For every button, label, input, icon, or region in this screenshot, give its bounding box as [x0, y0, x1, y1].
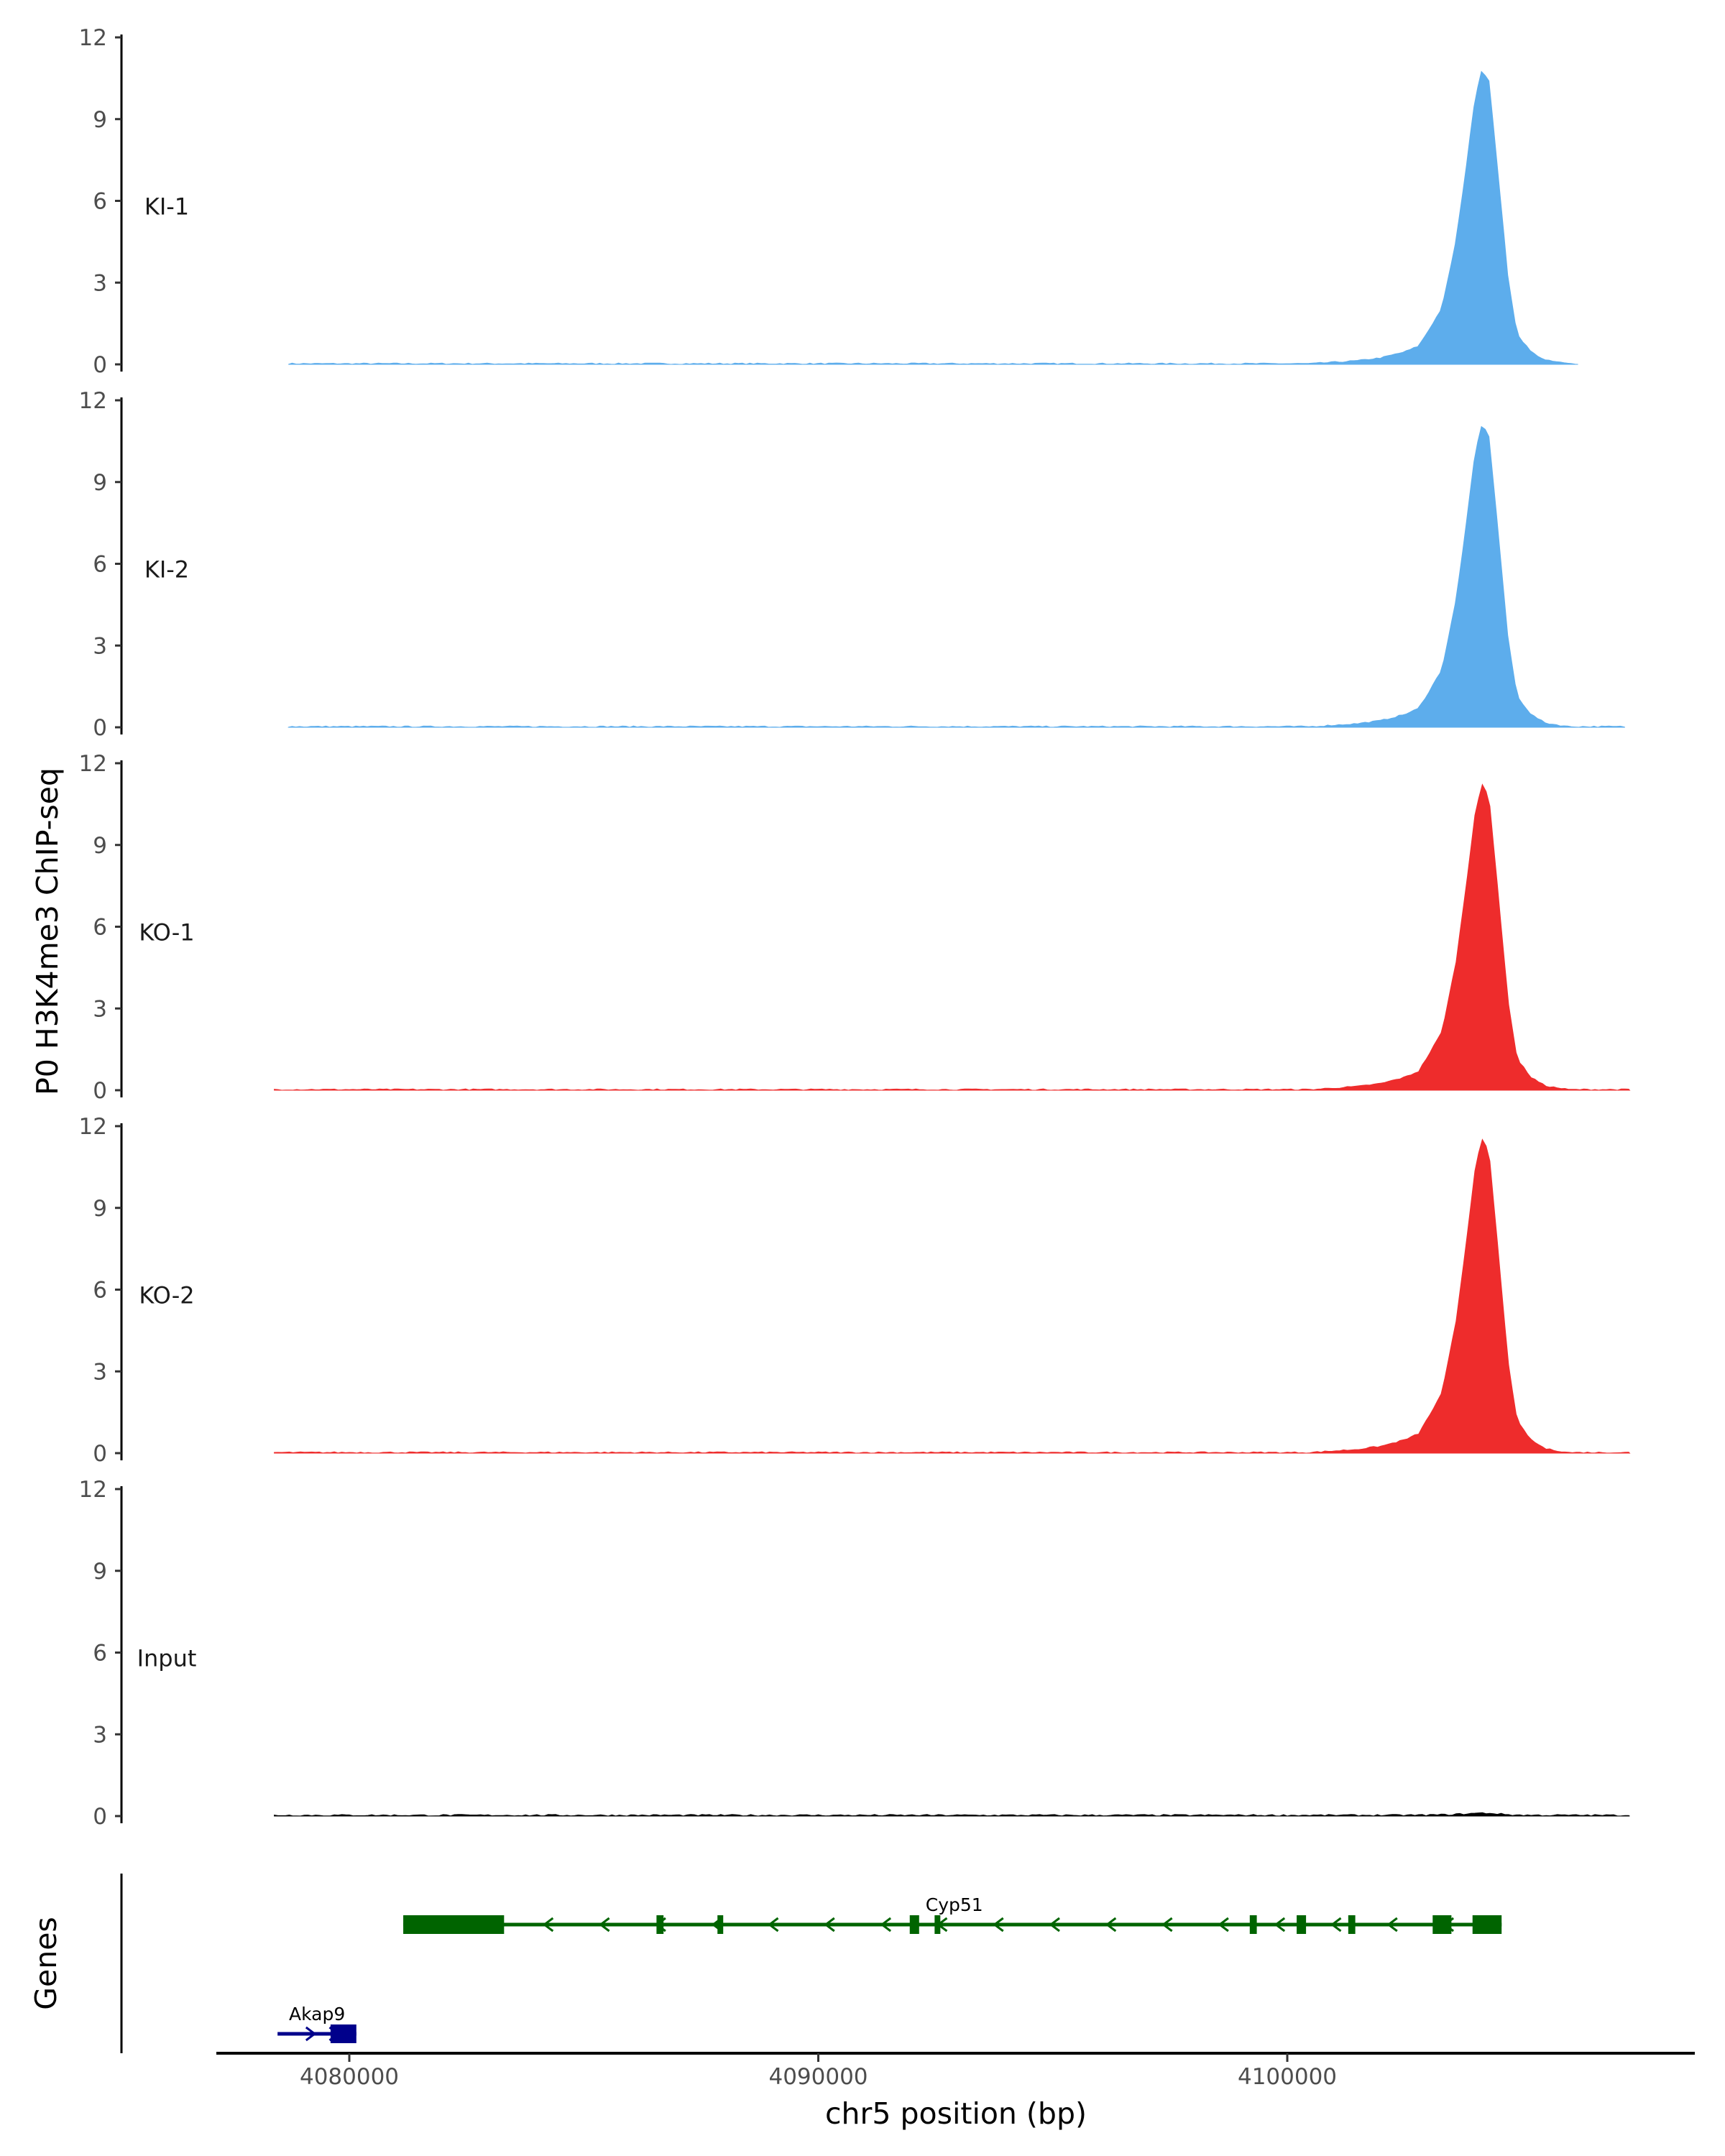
gene-exon [1348, 1915, 1356, 1934]
y-tick-label: 12 [79, 388, 107, 414]
gene-exon [1297, 1915, 1307, 1934]
track-ki-1: 0 3 6 9 12 KI-1 [79, 25, 1578, 378]
genes-panel-title: Genes [29, 1917, 63, 2010]
strand-arrow-icon [1049, 1917, 1060, 1932]
y-tick-label: 0 [93, 1441, 107, 1467]
track-ko-2: 0 3 6 9 12 KO-2 [79, 1114, 1631, 1467]
y-tick-label: 12 [79, 1477, 107, 1503]
y-tick-label: 0 [93, 352, 107, 378]
gene-exon [717, 1915, 724, 1934]
y-axis-title: P0 H3K4me3 ChIP-seq [30, 768, 65, 1095]
track-label: KI-1 [144, 193, 189, 220]
track-label: Input [137, 1644, 197, 1672]
gene-exon [656, 1915, 664, 1934]
y-tick-label: 3 [93, 1359, 107, 1385]
strand-arrow-icon [542, 1917, 554, 1932]
gene-label: Cyp51 [926, 1894, 983, 1915]
gene-exon [1249, 1915, 1257, 1934]
y-tick-label: 6 [93, 1641, 107, 1667]
y-tick-label: 6 [93, 915, 107, 941]
strand-arrow-icon [1274, 1917, 1286, 1932]
strand-arrow-icon [1162, 1917, 1173, 1932]
strand-arrow-icon [1105, 1917, 1117, 1932]
x-tick-label: 4100000 [1238, 2064, 1337, 2090]
gene-exon [403, 1915, 505, 1934]
strand-arrow-icon [1330, 1917, 1342, 1932]
gene-exon [934, 1915, 941, 1934]
gene-exon [330, 2024, 356, 2043]
y-tick-label: 3 [93, 1722, 107, 1748]
strand-arrow-icon [880, 1917, 892, 1932]
y-tick-label: 0 [93, 1078, 107, 1104]
strand-arrow-icon [305, 2026, 317, 2042]
track-label: KO-1 [139, 918, 194, 946]
track-label: KI-2 [144, 556, 189, 583]
y-tick-label: 6 [93, 189, 107, 215]
y-tick-label: 3 [93, 633, 107, 659]
y-tick-label: 6 [93, 552, 107, 578]
strand-arrow-icon [824, 1917, 835, 1932]
y-tick-label: 0 [93, 715, 107, 741]
strand-arrow-icon [993, 1917, 1004, 1932]
genes-panel: 4080000 4090000 4100000 Cyp51 Akap9 [120, 1874, 1695, 2090]
strand-arrow-icon [1386, 1917, 1398, 1932]
gene-exon [1432, 1915, 1452, 1934]
x-axis-title: chr5 position (bp) [825, 2096, 1087, 2131]
y-tick-label: 9 [93, 1559, 107, 1585]
strand-arrow-icon [599, 1917, 610, 1932]
gene-akap9: Akap9 [277, 2004, 356, 2043]
y-tick-label: 0 [93, 1804, 107, 1830]
y-tick-label: 9 [93, 1196, 107, 1222]
signal-area [274, 783, 1631, 1091]
gene-exon [909, 1915, 919, 1934]
y-tick-label: 3 [93, 270, 107, 296]
signal-area [288, 425, 1625, 728]
gene-exon [1472, 1915, 1502, 1934]
signal-area [274, 1812, 1630, 1817]
y-tick-label: 9 [93, 107, 107, 133]
track-label: KO-2 [139, 1281, 194, 1309]
y-tick-label: 9 [93, 833, 107, 859]
y-tick-label: 12 [79, 1114, 107, 1140]
y-tick-label: 9 [93, 470, 107, 496]
signal-area [288, 70, 1578, 365]
strand-arrow-icon [1218, 1917, 1229, 1932]
track-ko-1: 0 3 6 9 12 KO-1 [79, 751, 1631, 1104]
x-tick-label: 4090000 [768, 2064, 868, 2090]
gene-label: Akap9 [289, 2004, 345, 2024]
x-tick-label: 4080000 [300, 2064, 399, 2090]
signal-area [274, 1138, 1631, 1454]
y-tick-label: 6 [93, 1278, 107, 1304]
y-tick-label: 12 [79, 751, 107, 777]
strand-arrow-icon [768, 1917, 779, 1932]
track-input: 0 3 6 9 12 Input [79, 1477, 1630, 1830]
y-tick-label: 3 [93, 996, 107, 1022]
track-ki-2: 0 3 6 9 12 KI-2 [79, 388, 1625, 741]
y-tick-label: 12 [79, 25, 107, 51]
gene-cyp51: Cyp51 [403, 1894, 1502, 1934]
